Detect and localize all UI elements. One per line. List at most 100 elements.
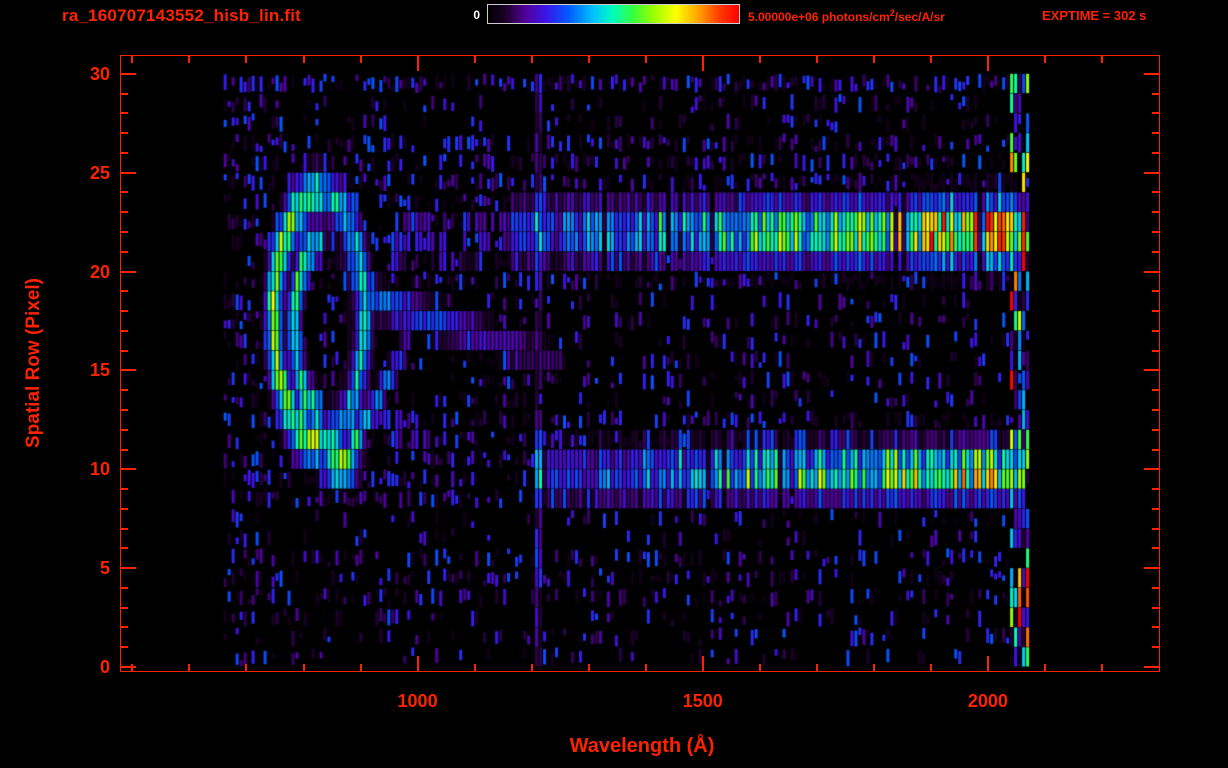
x-tick [302, 56, 305, 63]
y-tick [1144, 369, 1159, 372]
y-tick [1152, 408, 1159, 411]
x-tick [302, 664, 305, 671]
x-tick [587, 664, 590, 671]
x-tick [245, 664, 248, 671]
x-tick [416, 656, 419, 671]
x-tick [1043, 56, 1046, 63]
y-tick [1144, 171, 1159, 174]
y-tick [121, 448, 128, 451]
y-tick [121, 250, 128, 253]
x-tick [1100, 664, 1103, 671]
x-tick [530, 56, 533, 63]
x-tick [872, 56, 875, 63]
y-tick [121, 527, 128, 530]
y-tick [121, 72, 136, 75]
y-tick-label: 15 [89, 360, 110, 381]
x-tick [701, 56, 704, 71]
x-tick [929, 664, 932, 671]
y-tick [121, 329, 128, 332]
y-tick [121, 507, 128, 510]
y-tick [1144, 468, 1159, 471]
y-tick [121, 230, 128, 233]
y-tick [1152, 626, 1159, 629]
y-tick [121, 92, 128, 95]
y-tick [121, 468, 136, 471]
x-tick-label: 1500 [682, 691, 723, 711]
x-tick [416, 56, 419, 71]
spectral-heatmap [121, 56, 1159, 671]
y-tick [1152, 211, 1159, 214]
x-tick [1043, 664, 1046, 671]
y-tick [1152, 389, 1159, 392]
x-tick [1100, 56, 1103, 63]
y-tick [121, 171, 136, 174]
x-tick [872, 664, 875, 671]
x-tick [245, 56, 248, 63]
y-tick [121, 369, 136, 372]
x-tick [359, 56, 362, 63]
y-tick [1152, 349, 1159, 352]
y-tick [1152, 112, 1159, 115]
y-tick [121, 191, 128, 194]
y-tick [121, 428, 128, 431]
y-tick [1152, 507, 1159, 510]
x-tick [587, 56, 590, 63]
y-tick [1152, 310, 1159, 313]
x-tick [758, 56, 761, 63]
x-tick [188, 664, 191, 671]
y-tick [1152, 132, 1159, 135]
y-tick [121, 666, 136, 669]
y-tick [121, 151, 128, 154]
y-tick [121, 606, 128, 609]
y-tick-label: 20 [89, 261, 110, 282]
y-tick [121, 132, 128, 135]
x-tick [815, 56, 818, 63]
y-tick-label: 10 [89, 459, 110, 480]
exptime-label: EXPTIME = 302 s [1042, 8, 1147, 23]
colorbar-gradient [488, 5, 739, 23]
y-tick [121, 211, 128, 214]
y-tick [1152, 191, 1159, 194]
y-tick [1144, 567, 1159, 570]
colorbar-max-value: 5.00000e+06 [748, 10, 819, 24]
x-tick [131, 56, 134, 63]
x-tick [644, 664, 647, 671]
y-tick [1144, 666, 1159, 669]
y-tick [1152, 151, 1159, 154]
x-tick [815, 664, 818, 671]
x-tick [986, 56, 989, 71]
y-tick [121, 112, 128, 115]
colorbar-units-superscript: 2 [889, 8, 895, 18]
y-tick [1152, 448, 1159, 451]
y-tick [1152, 92, 1159, 95]
y-tick [121, 349, 128, 352]
x-tick [359, 664, 362, 671]
y-tick [1152, 646, 1159, 649]
x-tick [986, 656, 989, 671]
y-tick [1152, 428, 1159, 431]
y-tick [1152, 527, 1159, 530]
x-tick [644, 56, 647, 63]
y-tick [121, 586, 128, 589]
y-tick [1144, 270, 1159, 273]
y-tick [1152, 250, 1159, 253]
y-tick [121, 310, 128, 313]
colorbar-units-prefix: photons/cm [821, 10, 890, 24]
y-tick [121, 646, 128, 649]
x-axis-title: Wavelength (Å) [569, 735, 715, 757]
y-tick [1152, 606, 1159, 609]
y-tick [121, 389, 128, 392]
y-tick-label: 25 [89, 162, 110, 183]
x-tick [530, 664, 533, 671]
y-tick [121, 547, 128, 550]
y-tick-label: 30 [89, 63, 110, 84]
x-tick [473, 664, 476, 671]
x-tick-label: 2000 [967, 691, 1008, 711]
y-tick [121, 408, 128, 411]
y-tick-label: 0 [99, 657, 110, 678]
y-tick [121, 626, 128, 629]
colorbar [487, 4, 740, 24]
y-tick [1152, 230, 1159, 233]
x-tick [929, 56, 932, 63]
